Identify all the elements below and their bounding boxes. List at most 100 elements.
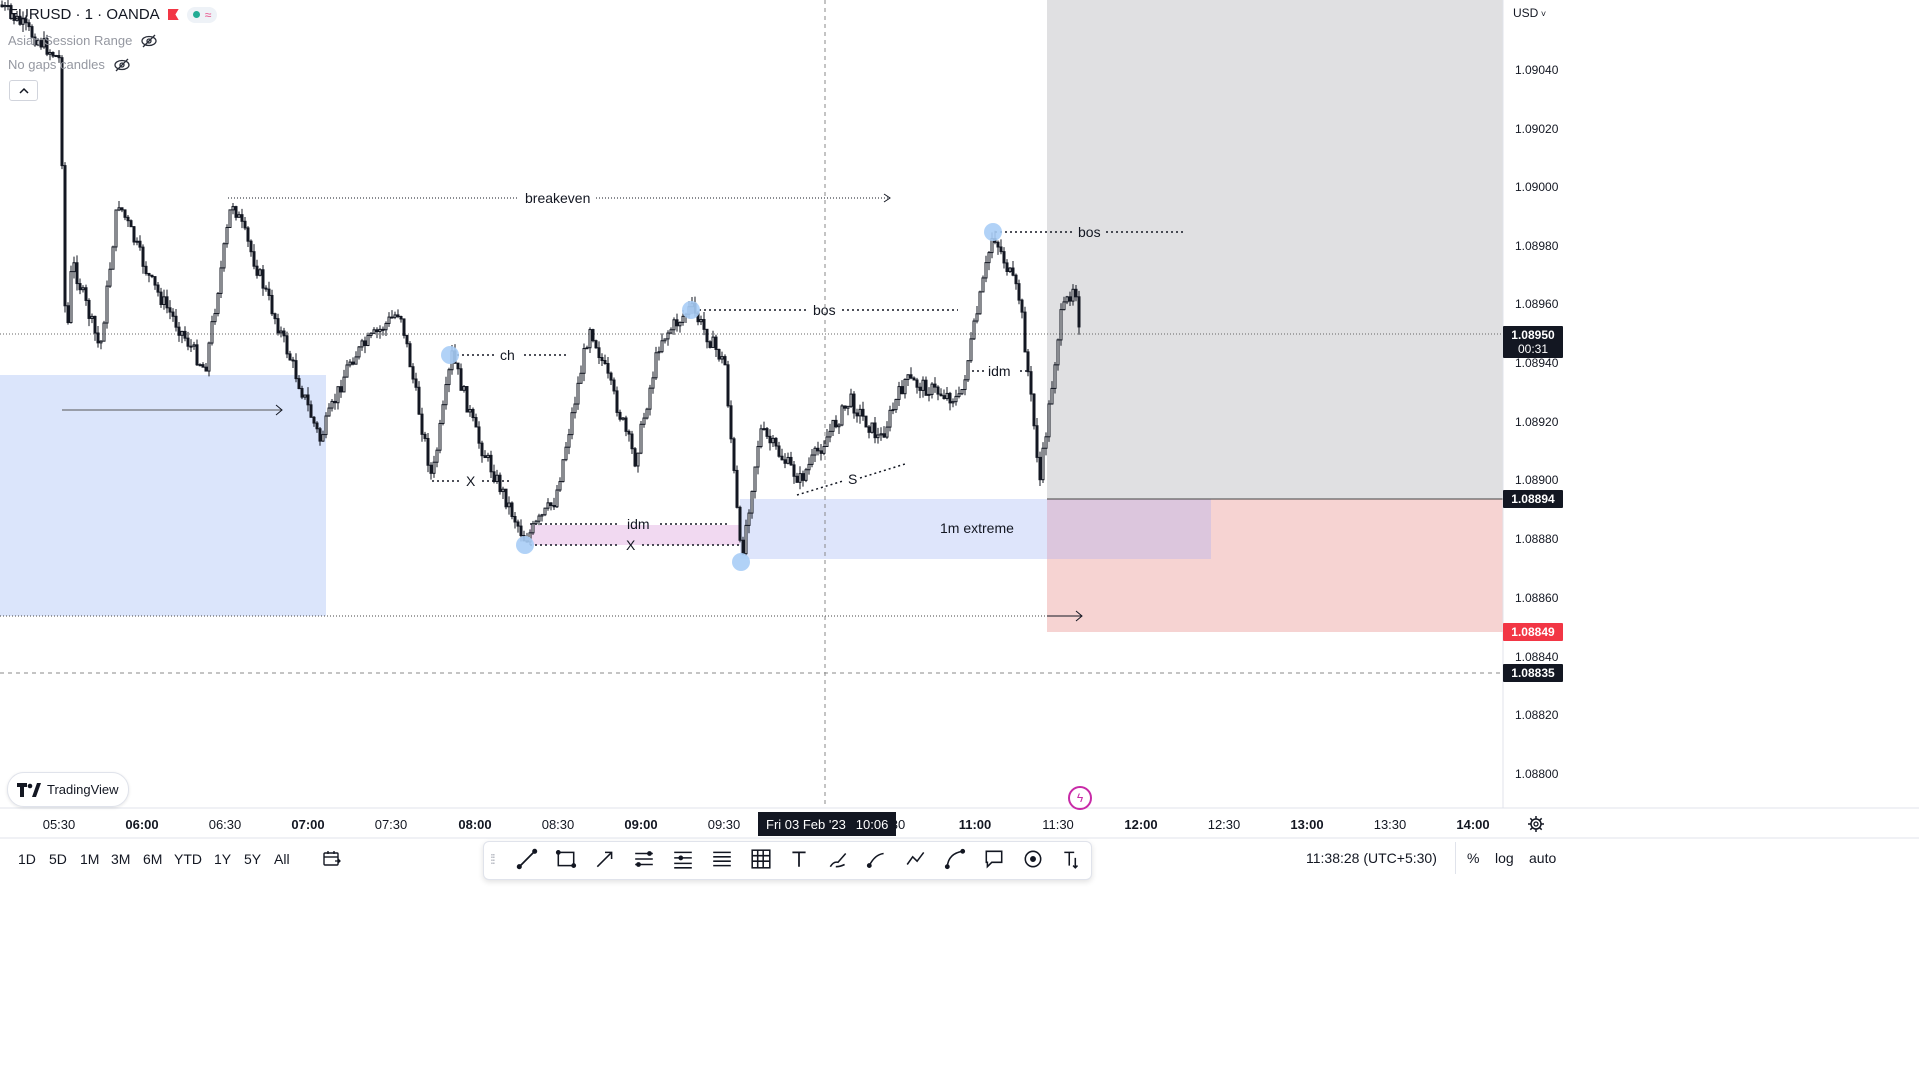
drag-handle-icon[interactable]: ⁞⁞: [490, 851, 496, 867]
timeframe-6m-button[interactable]: 6M: [143, 851, 163, 867]
eye-off-icon[interactable]: [113, 58, 131, 72]
candle-body: [597, 347, 601, 359]
log-toggle[interactable]: log: [1495, 850, 1514, 866]
timeframe-ytd-button[interactable]: YTD: [174, 851, 202, 867]
text-icon[interactable]: [783, 843, 815, 875]
percent-toggle[interactable]: %: [1467, 850, 1480, 866]
candle-body: [738, 506, 742, 541]
idm-label-2[interactable]: idm: [988, 363, 1011, 379]
candle-body: [780, 455, 784, 461]
extreme-label[interactable]: 1m extreme: [940, 520, 1014, 536]
x-label-2[interactable]: X: [626, 537, 636, 553]
timeframe-1d-button[interactable]: 1D: [18, 851, 36, 867]
indicator-row-2[interactable]: No gaps candles: [8, 57, 131, 72]
measure-icon[interactable]: [1017, 843, 1049, 875]
curve-icon[interactable]: [939, 843, 971, 875]
symbol-legend[interactable]: EURUSD · 1 · OANDA ≈: [8, 6, 218, 23]
candle-body: [558, 481, 562, 491]
indicator-name[interactable]: Asian Session Range: [8, 33, 133, 48]
collapse-legend-button[interactable]: [9, 80, 38, 101]
candle-body: [81, 287, 85, 291]
candle-body: [510, 502, 514, 518]
candle-body: [564, 446, 568, 461]
x-label-1[interactable]: X: [466, 473, 476, 489]
gear-icon[interactable]: [1527, 815, 1545, 838]
fib-retracement-icon[interactable]: [628, 843, 660, 875]
candle-body: [768, 435, 772, 444]
candle-body: [228, 209, 232, 228]
candle-body: [147, 272, 151, 276]
candle-body: [162, 296, 166, 305]
currency-selector[interactable]: USD ˅: [1513, 6, 1546, 20]
indicator-name[interactable]: No gaps candles: [8, 57, 105, 72]
bos-label-1[interactable]: bos: [813, 302, 836, 318]
eye-off-icon[interactable]: [140, 34, 158, 48]
symbol-title[interactable]: EURUSD · 1 · OANDA: [8, 6, 160, 23]
candle-body: [936, 386, 940, 395]
clock-display[interactable]: 11:38:28 (UTC+5:30): [1306, 850, 1437, 866]
arrow-icon[interactable]: [589, 843, 621, 875]
market-status-pill[interactable]: ≈: [186, 6, 218, 23]
candle-body: [288, 353, 292, 361]
breakeven-label[interactable]: breakeven: [525, 190, 591, 206]
candle-body: [336, 386, 340, 404]
lightning-icon[interactable]: ϟ: [1068, 786, 1092, 810]
candle-body: [906, 374, 910, 380]
drawing-toolbar: ⁞⁞: [483, 841, 1092, 880]
candle-body: [114, 209, 118, 248]
path-icon[interactable]: [861, 843, 893, 875]
timeframe-5y-button[interactable]: 5Y: [244, 851, 262, 867]
crosshair-time: 10:06: [855, 816, 889, 832]
candle-body: [651, 377, 655, 389]
candle-body: [189, 345, 193, 348]
candle-body: [96, 332, 100, 344]
timeframe-3m-button[interactable]: 3M: [111, 851, 131, 867]
candle-body: [576, 382, 580, 405]
callout-icon[interactable]: [978, 843, 1010, 875]
candle-body: [942, 395, 946, 400]
candle-body: [261, 269, 265, 289]
extreme-zone-overlap: [1047, 499, 1211, 559]
idm-label-1[interactable]: idm: [627, 516, 650, 532]
price-tick: 1.09040: [1515, 63, 1559, 77]
auto-toggle[interactable]: auto: [1529, 850, 1557, 866]
candle-body: [201, 364, 205, 368]
price-tick: 1.08920: [1515, 415, 1559, 429]
polyline-icon[interactable]: [900, 843, 932, 875]
currency-label[interactable]: USD: [1513, 6, 1539, 20]
s-label[interactable]: S: [848, 471, 858, 487]
crosshair-date: Fri 03 Feb '23: [766, 816, 846, 832]
candle-body: [276, 318, 280, 334]
timeframe-5d-button[interactable]: 5D: [49, 851, 67, 867]
time-tick: 14:00: [1456, 817, 1490, 832]
candle-body: [1008, 267, 1012, 272]
candle-body: [756, 446, 760, 468]
candle-body: [858, 408, 862, 417]
tradingview-logo[interactable]: TradingView: [7, 772, 129, 807]
market-open-dot-icon: [192, 11, 200, 18]
brush-icon[interactable]: [822, 843, 854, 875]
date-range-icon[interactable]: [322, 850, 342, 873]
candle-body: [918, 386, 922, 391]
bos-label-2[interactable]: bos: [1078, 224, 1101, 240]
candle-body: [234, 206, 238, 218]
grid-icon[interactable]: [745, 843, 777, 875]
flag-icon[interactable]: [167, 9, 179, 20]
candle-body: [876, 434, 880, 439]
timeframe-1y-button[interactable]: 1Y: [214, 851, 232, 867]
time-tick: 06:00: [125, 817, 159, 832]
rectangle-icon[interactable]: [550, 843, 582, 875]
candle-body: [903, 378, 907, 395]
timeframe-1m-button[interactable]: 1M: [80, 851, 100, 867]
candle-body: [180, 330, 184, 336]
trend-line-icon[interactable]: [511, 843, 543, 875]
horizontal-lines-icon[interactable]: [706, 843, 738, 875]
candle-body: [462, 386, 466, 391]
fib-channel-icon[interactable]: [667, 843, 699, 875]
timeframe-all-button[interactable]: All: [274, 851, 290, 867]
anchored-text-icon[interactable]: [1056, 843, 1088, 875]
indicator-row-1[interactable]: Asian Session Range: [8, 33, 158, 48]
candle-body: [216, 292, 220, 315]
ch-label[interactable]: ch: [500, 347, 515, 363]
